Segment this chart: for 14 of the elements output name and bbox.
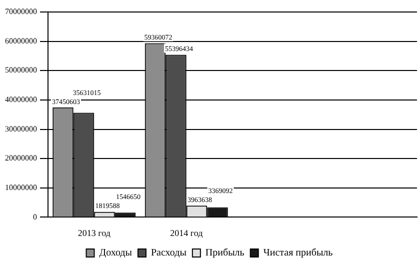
y-tick-label: 10000000 (5, 182, 37, 192)
y-tick-label: 20000000 (5, 154, 37, 163)
legend-label: Расходы (150, 248, 187, 259)
legend-label: Чистая прибыль (263, 248, 334, 259)
y-tick-label: 70000000 (5, 7, 37, 16)
legend-label: Доходы (99, 248, 132, 259)
y-tick-label: 40000000 (5, 95, 37, 104)
y-tick-label: 30000000 (5, 124, 37, 134)
y-tick-label: 0 (33, 212, 37, 222)
x-tick-label: 2014 год (170, 228, 204, 238)
legend-label: Прибыль (205, 248, 245, 259)
y-tick-label: 50000000 (5, 66, 37, 75)
x-tick-label: 2013 год (78, 228, 111, 238)
y-tick-label: 60000000 (5, 36, 37, 46)
